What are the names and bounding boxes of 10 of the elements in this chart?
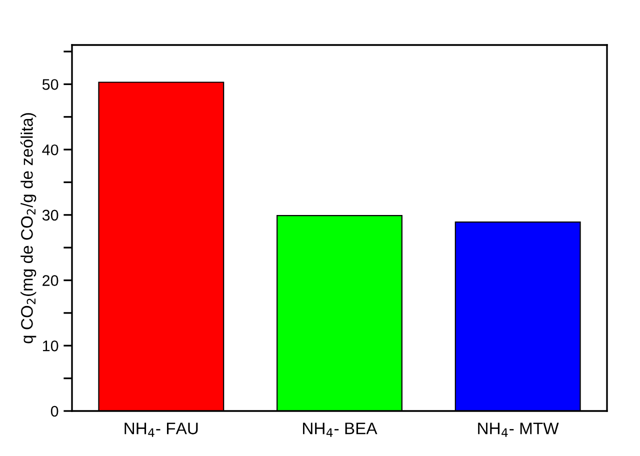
y-tick-label: 50 [42,79,58,90]
y-tick-label: 10 [42,340,58,352]
y-axis-title: q CO$_{2}$(mg de CO$_{2}$/g de zeólita) [20,113,36,344]
x-tick-label: NH$_{4}$- MTW [478,422,559,437]
y-tick-label: 20 [42,275,58,286]
y-tick-label: 30 [42,210,58,221]
y-tick-label: 0 [50,406,58,417]
y-tick-label: 40 [42,144,58,156]
x-tick-label: NH$_{4}$- FAU [124,422,198,437]
x-tick-label: NH$_{4}$- BEA [303,422,378,437]
